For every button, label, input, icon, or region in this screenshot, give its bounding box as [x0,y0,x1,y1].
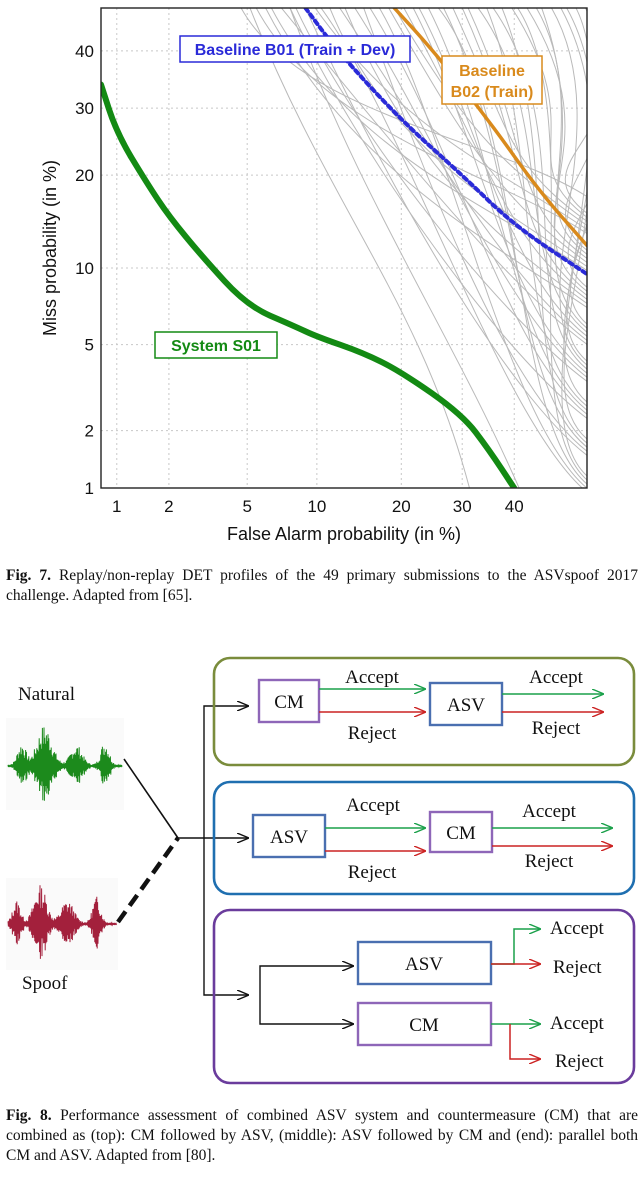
bottom-asv-accept-arrow [491,929,540,965]
submission-curve [566,222,587,362]
submission-curve [320,8,584,488]
middle-reject-label-2: Reject [525,851,574,872]
middle-panel [212,780,636,896]
submission-curve [461,8,587,296]
x-tick-label: 2 [164,497,173,516]
top-cm-label: CM [274,692,304,713]
submission-curve [452,8,587,222]
natural-label: Natural [18,684,75,705]
submission-curve [378,8,587,488]
det-ticks: 1 2 5 10 20 30 40 1 2 5 10 20 30 40 [75,42,524,516]
figure8-caption-label: Fig. 8. [6,1107,52,1124]
middle-asv-box [251,813,327,859]
top-panel [212,656,636,767]
submission-curve [560,8,587,440]
natural-input-line [123,758,179,839]
submission-curve [363,8,587,452]
figure7-caption-text: Replay/non-replay DET profiles of the 49… [6,567,638,604]
submission-curve [567,202,587,288]
bottom-reject-label-1: Reject [553,957,602,978]
x-tick-label: 10 [307,497,326,516]
y-tick-label: 5 [85,336,94,355]
figure8-caption: Fig. 8. Performance assessment of combin… [6,1106,638,1166]
figure7-caption-label: Fig. 7. [6,567,51,584]
submission-curve [403,8,587,300]
arrow-to-top [203,706,248,838]
y-tick-label: 40 [75,42,94,61]
middle-accept-label-1: Accept [346,795,401,816]
x-tick-label: 30 [453,497,472,516]
asv-cm-diagram: Natural Spoof CM Accept Reject ASV Accep… [6,656,636,1085]
top-accept-label-1: Accept [345,667,400,688]
x-tick-label: 20 [392,497,411,516]
arrow-to-bottom [203,838,248,995]
series-system-s01 [101,81,518,488]
bottom-asv-box [356,940,493,986]
middle-reject-label-1: Reject [348,862,397,883]
submission-curve [511,8,587,218]
bottom-split-cm-arrow [259,995,353,1024]
det-plot-frame [100,7,588,489]
annotation-baseline-b01: Baseline B01 (Train + Dev) [179,35,411,63]
annotation-baseline-b02: Baseline B02 (Train) [441,55,543,105]
x-tick-label: 5 [242,497,251,516]
figure8-caption-text: Performance assessment of combined ASV s… [6,1107,639,1164]
y-axis-label: Miss probability (in %) [40,160,60,336]
y-tick-label: 20 [75,166,94,185]
top-accept-label-2: Accept [529,667,584,688]
annotation-b02-line1: Baseline [459,63,525,80]
top-asv-box [428,681,504,727]
det-chart: 1 2 5 10 20 30 40 1 2 5 10 20 30 40 Baseline B01 (Tra… [40,7,588,544]
y-tick-label: 10 [75,259,94,278]
middle-accept-label-2: Accept [522,801,577,822]
bottom-accept-label-2: Accept [550,1013,605,1034]
series-baseline-b01-train-dev- [303,8,587,277]
annotation-system-s01: System S01 [154,331,278,359]
top-reject-label-1: Reject [348,723,397,744]
top-cm-box [257,678,321,724]
spoof-waveform [6,878,118,970]
middle-asv-label: ASV [270,827,308,848]
y-tick-label: 1 [85,479,94,498]
annotation-s01-text: System S01 [171,338,261,355]
submission-curve [412,8,587,374]
middle-cm-label: CM [446,823,476,844]
submission-curve [565,8,587,251]
x-tick-label: 1 [112,497,121,516]
submission-curve [563,8,587,403]
x-axis-label: False Alarm probability (in %) [227,524,461,544]
bottom-panel [212,908,636,1085]
submission-curve [289,8,520,488]
submission-curve [304,8,587,456]
submission-curve [467,8,587,259]
det-gray-curves [240,8,587,488]
annotation-b01-text: Baseline B01 (Train + Dev) [195,42,396,59]
y-tick-label: 2 [85,422,94,441]
submission-curve [369,8,587,415]
submission-curve [388,8,587,264]
submission-curve [550,8,587,366]
middle-cm-box [428,810,494,854]
submission-curve [477,8,587,333]
submission-curve [535,8,587,329]
top-reject-label-2: Reject [532,718,581,739]
figure7-caption: Fig. 7. Replay/non-replay DET profiles o… [6,566,638,606]
bottom-cm-label: CM [409,1015,439,1036]
submission-curve [249,8,470,488]
bottom-accept-label-1: Accept [550,918,605,939]
bottom-asv-label: ASV [405,954,443,975]
spoof-input-line [116,836,180,924]
bottom-cm-reject-arrow [509,1024,540,1059]
annotation-b02-line2: B02 (Train) [451,84,534,101]
spoof-label: Spoof [22,973,68,994]
bottom-split-asv-arrow [259,966,353,995]
x-tick-label: 40 [505,497,524,516]
bottom-reject-label-2: Reject [555,1051,604,1072]
natural-waveform [6,718,124,810]
y-tick-label: 30 [75,99,94,118]
submission-curve [526,8,587,255]
top-asv-label: ASV [447,695,485,716]
submission-curve [394,8,587,227]
submission-curve [569,226,587,325]
